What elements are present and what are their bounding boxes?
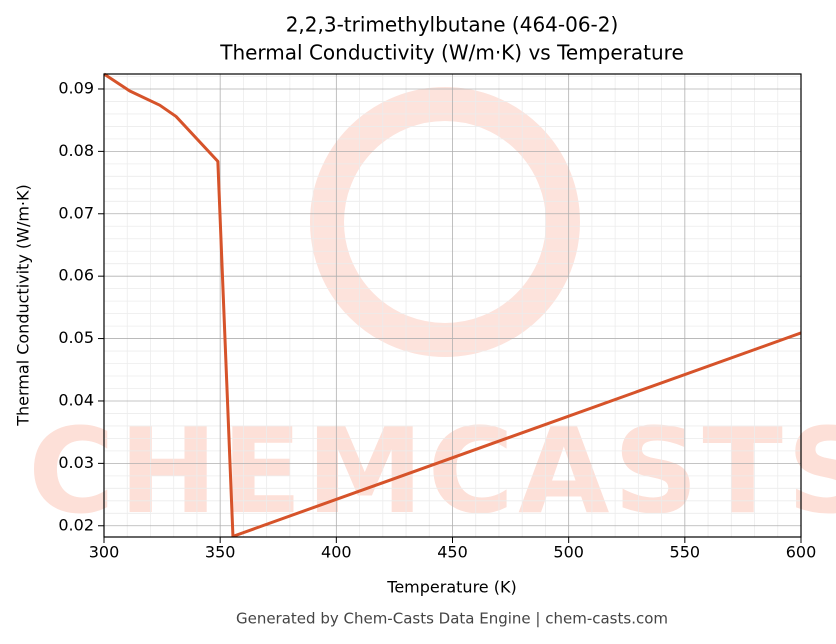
chart-subtitle: Thermal Conductivity (W/m·K) vs Temperat…	[219, 41, 684, 65]
data-line	[104, 72, 801, 537]
x-tick-label: 300	[89, 543, 120, 562]
y-axis-label: Thermal Conductivity (W/m·K)	[14, 184, 33, 427]
plot-frame	[103, 73, 802, 538]
y-tick-label: 0.06	[58, 266, 94, 285]
watermark-logo	[310, 87, 580, 357]
x-tick-label: 450	[437, 543, 468, 562]
y-tick-label: 0.05	[58, 328, 94, 347]
footer: Generated by Chem-Casts Data Engine | ch…	[236, 610, 668, 628]
plot-area: CHEMCASTS	[28, 74, 836, 540]
x-tick-label: 400	[321, 543, 352, 562]
y-tick-label: 0.08	[58, 141, 94, 160]
y-tick-label: 0.03	[58, 453, 94, 472]
chart-title: 2,2,3-trimethylbutane (464-06-2)	[286, 13, 619, 37]
x-axis-label: Temperature (K)	[386, 578, 516, 597]
x-tick-label: 350	[205, 543, 236, 562]
y-tick-label: 0.07	[58, 203, 94, 222]
watermark: CHEMCASTS	[28, 402, 836, 540]
x-tick-label: 500	[553, 543, 584, 562]
x-tick-label: 550	[670, 543, 701, 562]
y-tick-label: 0.02	[58, 515, 94, 534]
y-tick-label: 0.09	[58, 78, 94, 97]
x-tick-label: 600	[786, 543, 817, 562]
y-tick-label: 0.04	[58, 390, 94, 409]
